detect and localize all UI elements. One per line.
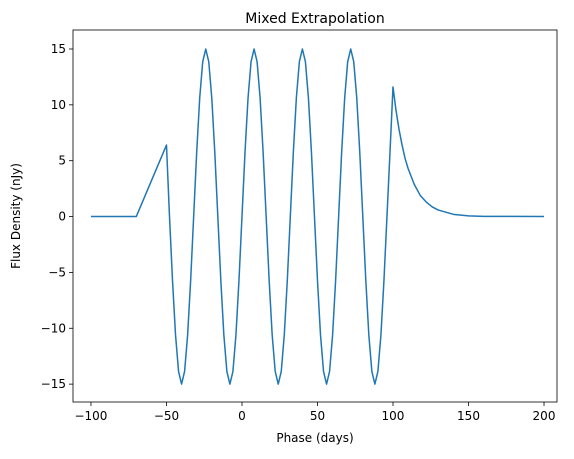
- data-line: [90, 48, 545, 385]
- y-tick-label: 10: [51, 98, 66, 112]
- x-tick-label: 50: [310, 409, 325, 423]
- y-axis-label: Flux Density (nJy): [9, 163, 23, 269]
- x-tick-label: 100: [382, 409, 405, 423]
- y-tick-label: 0: [58, 210, 66, 224]
- y-tick-label: −5: [48, 265, 66, 279]
- x-tick-label: 150: [457, 409, 480, 423]
- axes-frame: [72, 29, 558, 403]
- x-axis-label: Phase (days): [276, 431, 353, 445]
- x-tick-label: 0: [238, 409, 246, 423]
- x-tick-label: 200: [533, 409, 556, 423]
- y-tick-label: −15: [41, 377, 66, 391]
- x-tick-label: −50: [154, 409, 179, 423]
- chart-title: Mixed Extrapolation: [245, 11, 384, 27]
- y-tick-label: −10: [41, 321, 66, 335]
- y-tick-label: 15: [51, 42, 66, 56]
- y-tick-label: 5: [58, 154, 66, 168]
- x-tick-label: −100: [74, 409, 107, 423]
